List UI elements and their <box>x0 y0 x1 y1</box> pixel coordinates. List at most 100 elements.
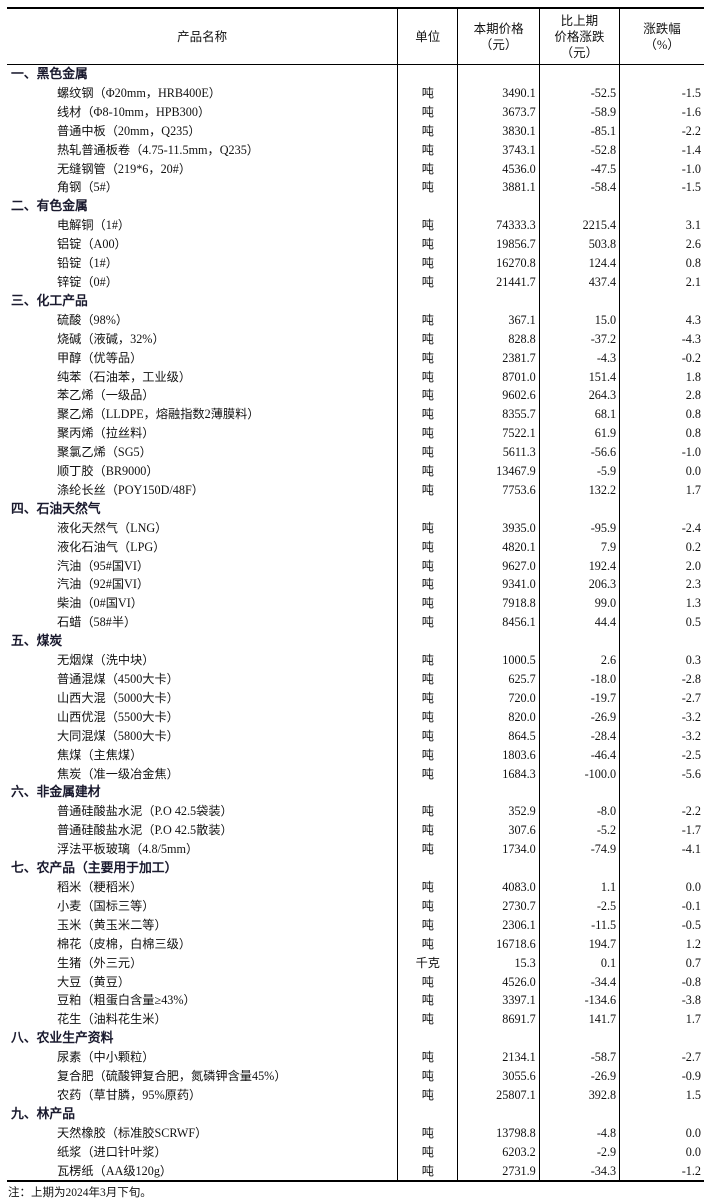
empty-cell <box>457 859 540 878</box>
change-percent: 0.8 <box>619 254 704 273</box>
table-row: 普通硅酸盐水泥（P.O 42.5袋装） 吨 352.9 -8.0 -2.2 <box>7 802 704 822</box>
unit: 吨 <box>397 83 458 103</box>
current-price: 16270.8 <box>457 254 540 273</box>
current-price: 1684.3 <box>457 764 540 784</box>
change-percent: -1.2 <box>619 1161 704 1183</box>
empty-cell <box>538 197 620 217</box>
unit: 吨 <box>397 1161 458 1183</box>
unit: 吨 <box>397 1142 458 1162</box>
change-percent: 0.0 <box>619 1142 704 1162</box>
unit: 千克 <box>397 953 458 973</box>
unit: 吨 <box>397 443 458 463</box>
product-name: 顺丁胶（BR9000） <box>57 464 159 479</box>
table-row: 电解铜（1#） 吨 74333.3 2215.4 3.1 <box>7 216 704 236</box>
current-price: 7753.6 <box>457 480 540 500</box>
product-name: 棉花（皮棉，白棉三级） <box>57 936 192 951</box>
product-name: 无烟煤（洗中块） <box>57 653 155 668</box>
unit: 吨 <box>397 726 458 746</box>
change-percent: -2.4 <box>619 518 704 538</box>
change-percent: 0.0 <box>619 462 704 481</box>
unit: 吨 <box>397 896 458 916</box>
change-percent: 0.2 <box>619 537 704 557</box>
change-percent: -0.2 <box>619 348 704 368</box>
category-title: 六、非金属建材 <box>11 785 101 800</box>
table-row: 聚丙烯（拉丝料） 吨 7522.1 61.9 0.8 <box>7 424 704 444</box>
category-row: 四、石油天然气 <box>7 499 704 519</box>
category-row: 六、非金属建材 <box>7 783 704 803</box>
price-change: -95.9 <box>538 518 620 538</box>
table-row: 顺丁胶（BR9000） 吨 13467.9 -5.9 0.0 <box>7 462 704 481</box>
change-percent: 1.2 <box>619 934 704 954</box>
change-percent: -2.8 <box>619 670 704 689</box>
current-price: 2134.1 <box>457 1048 540 1068</box>
category-title: 五、煤炭 <box>11 634 63 649</box>
product-name: 汽油（95#国VI） <box>57 558 150 573</box>
price-change: 151.4 <box>538 367 620 387</box>
product-name: 山西大混（5000大卡） <box>57 690 179 705</box>
unit: 吨 <box>397 745 458 765</box>
category-title: 一、黑色金属 <box>11 67 88 81</box>
product-name: 天然橡胶（标准胶SCRWF） <box>57 1125 208 1140</box>
product-name: 甲醇（优等品） <box>57 350 143 365</box>
unit: 吨 <box>397 462 458 481</box>
product-name: 涤纶长丝（POY150D/48F） <box>57 482 204 497</box>
category-row: 五、煤炭 <box>7 632 704 652</box>
change-percent: -2.5 <box>619 745 704 765</box>
empty-cell <box>457 783 540 803</box>
unit: 吨 <box>397 254 458 273</box>
table-row: 玉米（黄玉米二等） 吨 2306.1 -11.5 -0.5 <box>7 915 704 935</box>
empty-cell <box>457 64 540 84</box>
price-table: 产品名称 单位 本期价格 （元） 比上期 价格涨跌 （元） 涨跌幅 （%） 一、黑色金属… <box>7 7 704 1183</box>
price-change: 194.7 <box>538 934 620 954</box>
price-change: -134.6 <box>538 991 620 1011</box>
table-row: 液化天然气（LNG） 吨 3935.0 -95.9 -2.4 <box>7 518 704 538</box>
price-change: 264.3 <box>538 386 620 406</box>
product-name: 聚氯乙烯（SG5） <box>57 445 152 460</box>
table-row: 花生（油料花生米） 吨 8691.7 141.7 1.7 <box>7 1010 704 1030</box>
change-percent: -3.2 <box>619 707 704 727</box>
current-price: 9341.0 <box>457 575 540 595</box>
header-unit: 单位 <box>397 7 458 65</box>
change-percent: -1.7 <box>619 821 704 841</box>
change-percent: -0.9 <box>619 1067 704 1086</box>
price-change: -74.9 <box>538 840 620 860</box>
empty-cell <box>397 499 458 519</box>
current-price: 4526.0 <box>457 972 540 992</box>
current-price: 4536.0 <box>457 159 540 179</box>
price-change: 1.1 <box>538 877 620 897</box>
table-row: 浮法平板玻璃（4.8/5mm） 吨 1734.0 -74.9 -4.1 <box>7 840 704 860</box>
empty-cell <box>397 197 458 217</box>
change-percent: -2.2 <box>619 121 704 141</box>
product-name: 烧碱（液碱，32%） <box>57 331 165 346</box>
empty-cell <box>538 64 620 84</box>
product-name: 铝锭（A00） <box>57 237 127 252</box>
table-row: 柴油（0#国VI） 吨 7918.8 99.0 1.3 <box>7 594 704 614</box>
unit: 吨 <box>397 802 458 822</box>
table-row: 山西优混（5500大卡） 吨 820.0 -26.9 -3.2 <box>7 707 704 727</box>
unit: 吨 <box>397 140 458 160</box>
unit: 吨 <box>397 840 458 860</box>
category-row: 九、林产品 <box>7 1104 704 1124</box>
table-row: 铝锭（A00） 吨 19856.7 503.8 2.6 <box>7 235 704 255</box>
empty-cell <box>457 499 540 519</box>
empty-cell <box>397 632 458 652</box>
unit: 吨 <box>397 1010 458 1030</box>
table-row: 棉花（皮棉，白棉三级） 吨 16718.6 194.7 1.2 <box>7 934 704 954</box>
price-change: -100.0 <box>538 764 620 784</box>
table-row: 普通硅酸盐水泥（P.O 42.5散装） 吨 307.6 -5.2 -1.7 <box>7 821 704 841</box>
price-change: 192.4 <box>538 556 620 576</box>
product-name: 尿素（中小颗粒） <box>57 1050 155 1065</box>
table-body: 一、黑色金属 螺纹钢（Φ20mm，HRB400E）吨 3490.1 -52.5 -1.5… <box>7 64 704 1183</box>
unit: 吨 <box>397 159 458 179</box>
product-name: 聚乙烯（LLDPE，熔融指数2薄膜料） <box>57 407 260 422</box>
price-change: -5.9 <box>538 462 620 481</box>
product-name: 聚丙烯（拉丝料） <box>57 426 155 441</box>
empty-cell <box>538 632 620 652</box>
empty-cell <box>619 197 704 217</box>
table-row: 聚氯乙烯（SG5） 吨 5611.3 -56.6 -1.0 <box>7 443 704 463</box>
change-percent: 1.8 <box>619 367 704 387</box>
change-percent: 2.3 <box>619 575 704 595</box>
change-percent: 0.8 <box>619 405 704 425</box>
category-title: 九、林产品 <box>11 1106 75 1121</box>
price-change: -2.5 <box>538 896 620 916</box>
